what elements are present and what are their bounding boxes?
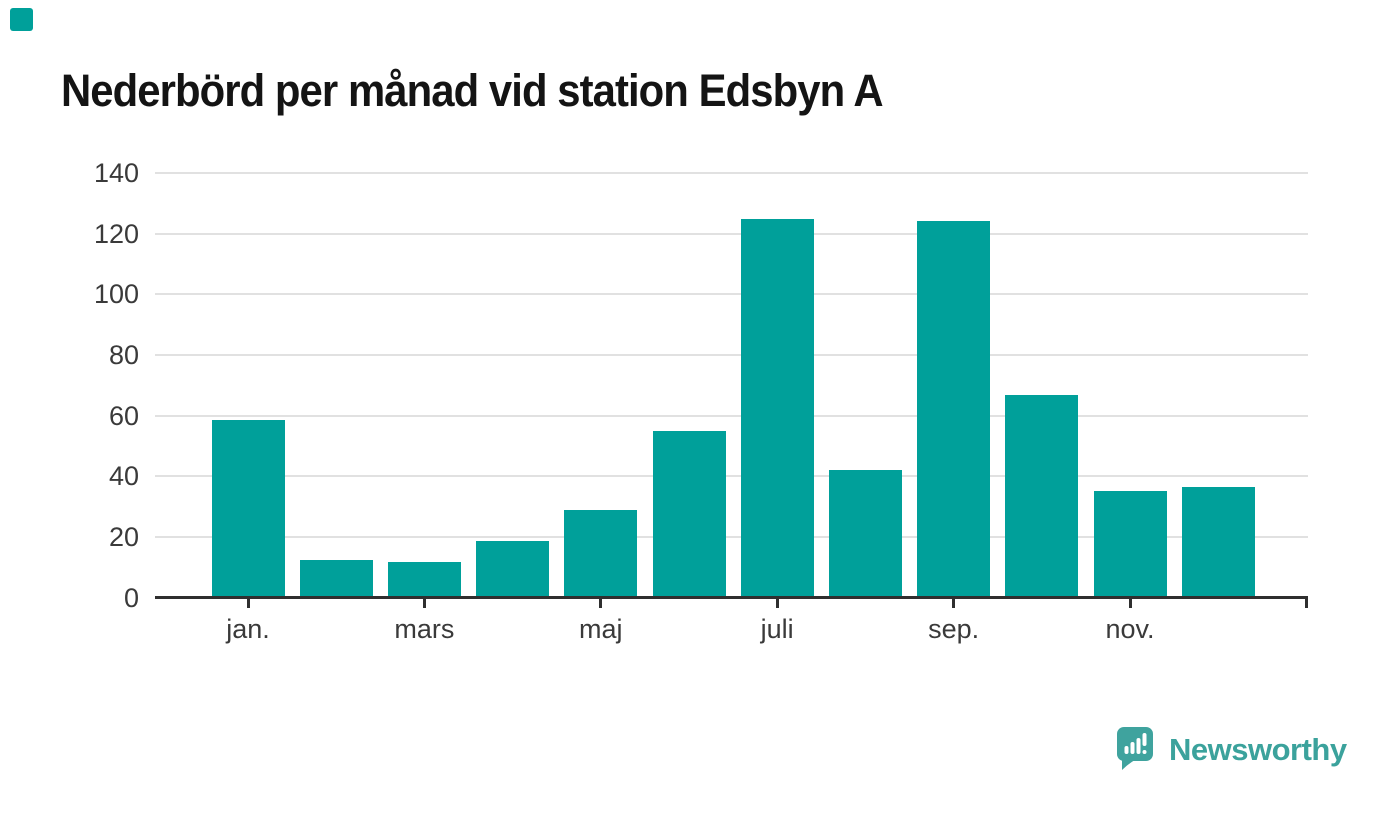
newsworthy-logo: Newsworthy [1116,726,1347,772]
x-axis-tick [422,599,426,608]
bar [917,220,991,598]
y-axis-tick-label: 100 [93,279,139,310]
x-axis-tick [775,599,779,608]
bar [1181,486,1255,598]
bar [211,420,285,598]
x-axis-tick-label: mars [394,614,455,644]
y-gridline [155,414,1308,417]
bar [387,562,461,598]
y-gridline [155,232,1308,235]
bar [564,510,638,598]
y-axis-tick-label: 0 [123,582,139,613]
x-axis-tick [952,599,956,608]
x-axis-tick-label: nov. [1105,614,1155,644]
bar [476,541,550,598]
y-gridline [155,535,1308,538]
x-axis-tick-label: juli [760,614,794,644]
x-axis-line [155,596,1308,599]
page-title: Nederbörd per månad vid station Edsbyn A [61,65,884,116]
y-gridline [155,293,1308,296]
x-axis-tick-label: jan. [226,614,270,644]
y-gridline [155,172,1308,174]
bar [652,431,726,598]
bar [828,470,902,598]
bar [1093,490,1167,598]
y-gridline [155,353,1308,356]
x-axis-tick-label: maj [579,614,623,644]
y-axis-tick-label: 140 [93,158,139,188]
x-axis-end-tick [1305,599,1308,608]
x-axis-tick [246,599,250,608]
y-axis-tick-label: 80 [108,339,139,370]
y-gridline [155,475,1308,478]
y-axis-tick-label: 40 [108,461,139,492]
x-axis-tick-label: sep. [928,614,980,644]
y-axis-tick-label: 120 [93,218,139,249]
x-axis-tick [599,599,603,608]
brand-corner-square [10,8,33,31]
bar [740,219,814,598]
newsworthy-logo-text: Newsworthy [1169,732,1347,767]
bar [1005,394,1079,598]
x-axis-tick [1128,599,1132,608]
y-axis-tick-label: 20 [108,521,139,552]
bar [299,559,373,598]
y-axis-tick-label: 60 [108,400,139,431]
newsworthy-speech-bubble-icon [1117,727,1153,770]
